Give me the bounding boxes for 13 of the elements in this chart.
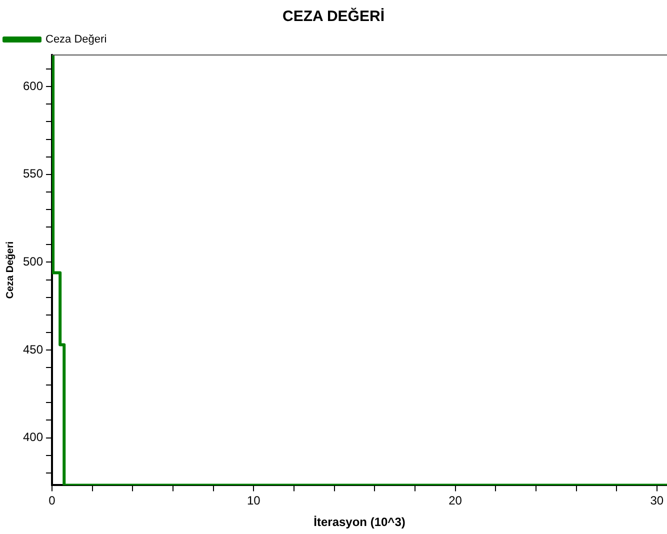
y-tick-label: 450 (22, 342, 44, 356)
y-axis-title: Ceza Değeri (4, 241, 16, 299)
y-tick-label: 600 (22, 78, 44, 93)
x-tick-label: 20 (448, 494, 462, 508)
x-axis-title: İterasyon (10^3) (314, 515, 406, 530)
x-tick-label: 0 (48, 494, 56, 508)
y-tick-label: 400 (22, 430, 44, 444)
legend-label: Ceza Değeri (46, 34, 107, 46)
x-tick-label: 10 (246, 494, 261, 508)
chart-title: CEZA DEĞERİ (282, 7, 384, 26)
y-tick-label: 550 (22, 166, 44, 181)
y-tick-label: 500 (22, 254, 44, 269)
x-tick-label: 30 (650, 494, 664, 508)
